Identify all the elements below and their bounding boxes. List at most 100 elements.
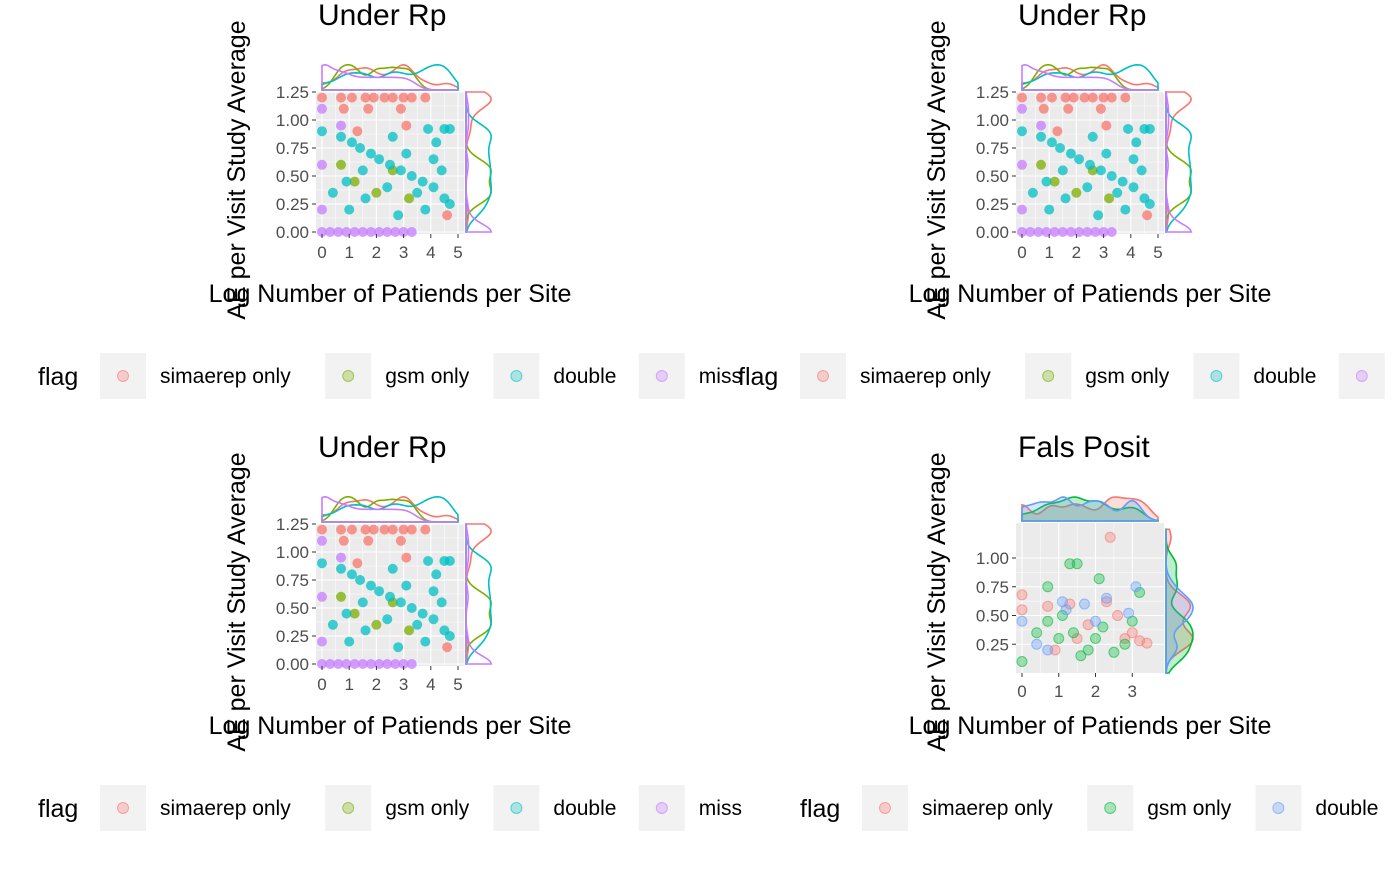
data-point	[1101, 596, 1113, 608]
data-point	[404, 625, 415, 636]
data-point	[1017, 204, 1027, 215]
data-point	[428, 182, 439, 193]
x-tick-label: 3	[1099, 243, 1108, 262]
data-point	[1036, 120, 1047, 131]
legend-key-point	[342, 802, 355, 814]
data-point	[1025, 227, 1036, 237]
chart-panel: 0.25 0.50 0.75 1.00 0 1 2 3 Fals Posit Log Number…	[800, 431, 1378, 831]
marginal-density-x	[1021, 63, 1158, 91]
data-point	[325, 659, 336, 669]
x-tick-label: 4	[426, 675, 435, 694]
legend-key	[493, 353, 540, 399]
data-point	[1017, 92, 1027, 103]
data-point	[431, 137, 442, 148]
data-point	[1065, 227, 1076, 237]
data-point	[1095, 165, 1106, 176]
data-point	[1095, 103, 1106, 114]
data-point	[1087, 92, 1098, 103]
data-point	[444, 631, 455, 641]
marginal-density-x	[321, 495, 459, 523]
data-point	[338, 535, 349, 546]
data-point	[1087, 131, 1098, 142]
marginal-density-x	[321, 63, 458, 91]
data-point	[1128, 154, 1139, 165]
data-point	[336, 524, 347, 535]
data-point	[363, 103, 374, 114]
data-point	[406, 603, 417, 613]
data-point	[355, 143, 366, 153]
data-point	[420, 524, 431, 535]
x-tick-label: 2	[1091, 682, 1100, 701]
data-point	[336, 120, 347, 131]
legend-key-point	[817, 370, 829, 382]
y-tick-label: 0.00	[976, 223, 1009, 242]
legend-label: gsm only	[385, 797, 470, 820]
data-point	[379, 524, 390, 535]
data-point	[1017, 103, 1027, 114]
data-point	[352, 558, 363, 569]
data-point	[1038, 103, 1049, 114]
data-point	[317, 524, 327, 535]
legend-title: flag	[38, 795, 78, 823]
x-tick-label: 3	[399, 675, 408, 694]
data-point	[1065, 148, 1076, 159]
legend-label: simaerep only	[160, 797, 291, 820]
y-tick-label: 1.25	[276, 515, 309, 534]
legend: flag simaerep only gsm only double	[800, 785, 1378, 831]
x-tick-label: 0	[1017, 243, 1026, 262]
data-point	[417, 608, 428, 619]
data-point	[317, 659, 327, 669]
data-point	[436, 165, 447, 176]
data-point	[346, 92, 357, 103]
data-point	[1071, 558, 1083, 570]
data-point	[317, 558, 327, 569]
data-point	[368, 92, 379, 103]
data-point	[406, 92, 417, 103]
data-point	[1046, 137, 1057, 148]
marginal-density-y	[465, 91, 493, 233]
legend: flag simaerep only gsm only double miss	[738, 353, 1400, 399]
data-point	[1085, 159, 1095, 170]
data-point	[382, 614, 393, 625]
legend-label: double	[1253, 365, 1316, 388]
data-point	[1090, 633, 1102, 644]
legend-key-point	[1104, 802, 1117, 814]
data-point	[401, 148, 412, 159]
marginal-density-x	[1021, 496, 1159, 522]
data-points	[317, 524, 455, 669]
legend-label: simaerep only	[160, 365, 291, 388]
y-tick-label: 0.50	[276, 599, 309, 618]
data-point	[349, 227, 360, 237]
data-point	[1093, 210, 1104, 221]
chart-title: Fals Posit	[1018, 431, 1150, 464]
legend-key	[100, 353, 146, 399]
data-point	[390, 227, 401, 237]
y-axis-label: AE per Visit Study Average	[223, 20, 251, 319]
data-point	[444, 199, 455, 209]
data-point	[1128, 182, 1139, 193]
legend-label: gsm only	[1147, 797, 1232, 820]
data-point	[346, 524, 357, 535]
data-point	[1106, 171, 1117, 181]
gridlines	[316, 91, 464, 234]
data-point	[1120, 204, 1131, 215]
data-point	[1068, 92, 1079, 103]
data-point	[1117, 176, 1128, 187]
legend-key	[638, 785, 685, 831]
y-tick-label: 0.75	[976, 578, 1009, 597]
data-point	[1056, 596, 1068, 608]
data-point	[374, 154, 385, 165]
data-point	[417, 176, 428, 187]
data-point	[1075, 650, 1087, 662]
data-point	[1036, 159, 1047, 170]
legend-key	[1193, 353, 1240, 399]
data-point	[1042, 600, 1054, 612]
legend-label: gsm only	[1085, 365, 1170, 388]
legend-label: gsm only	[385, 365, 470, 388]
legend-key	[1025, 353, 1072, 399]
legend-key-point	[510, 802, 523, 814]
legend-key	[493, 785, 540, 831]
data-point	[387, 563, 398, 574]
legend-label: double	[553, 365, 616, 388]
